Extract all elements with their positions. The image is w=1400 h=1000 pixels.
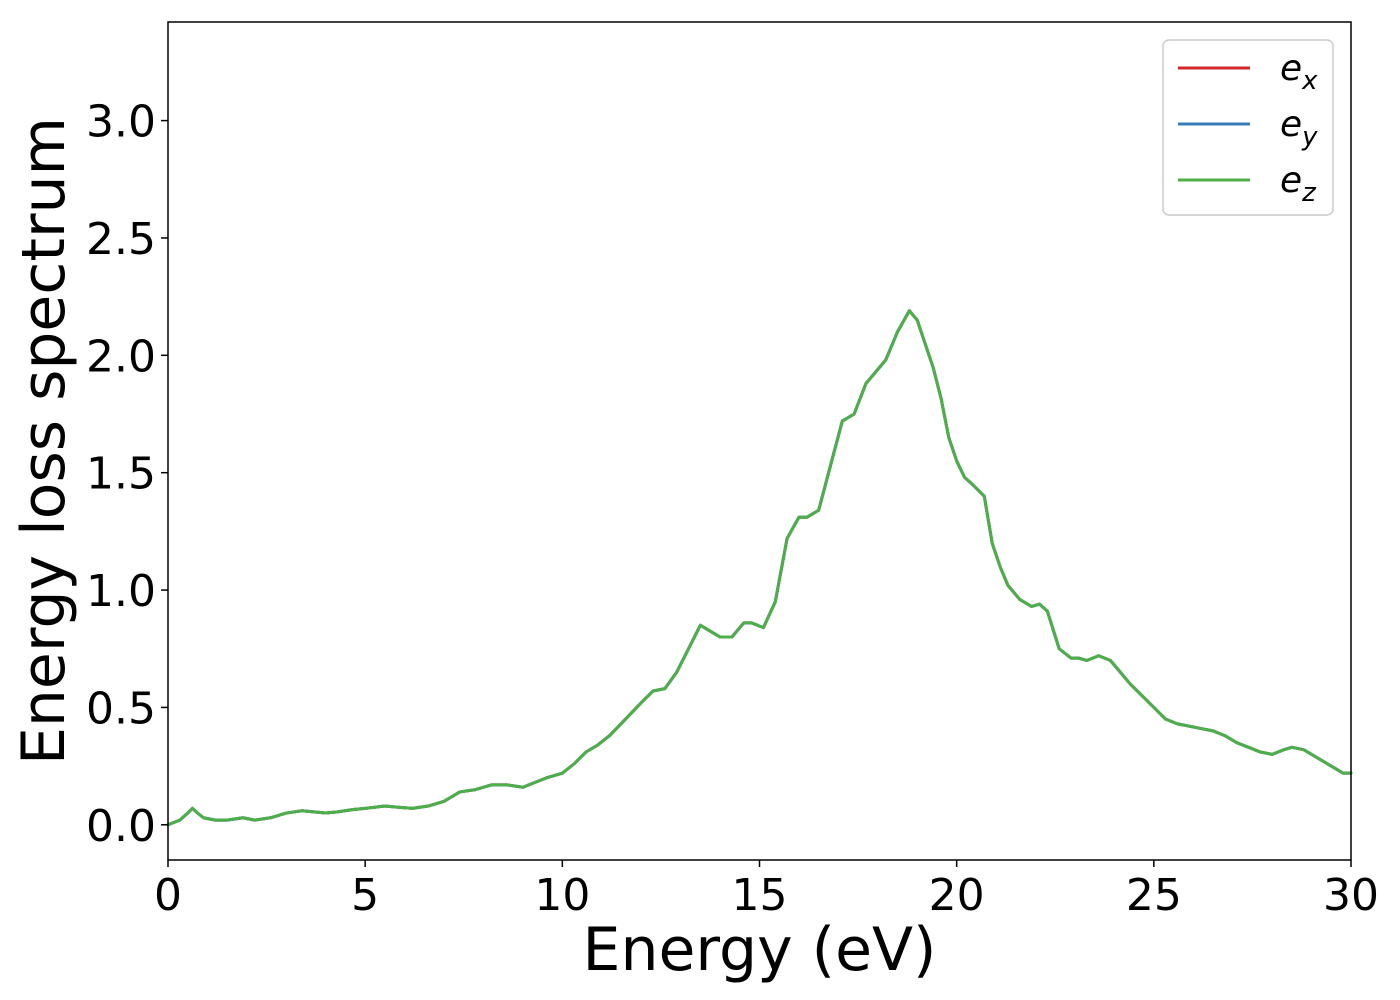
y-tick-label: 2.0 <box>86 331 156 382</box>
legend-label-base: e <box>1280 104 1302 145</box>
x-tick-label: 20 <box>929 870 985 921</box>
x-tick-label: 15 <box>732 870 788 921</box>
legend-label-base: e <box>1280 160 1302 201</box>
legend-box <box>1162 39 1334 216</box>
y-tick-label: 2.5 <box>86 214 156 265</box>
x-tick-label: 25 <box>1126 870 1182 921</box>
legend-label-subscript: z <box>1301 178 1317 208</box>
legend-label-subscript: x <box>1301 66 1318 96</box>
x-tick-label: 0 <box>154 870 182 921</box>
y-axis-ticks: 0.0 0.5 1.0 1.5 2.0 2.5 3.0 <box>86 97 168 852</box>
x-axis-ticks: 0 5 10 15 20 25 30 <box>154 860 1379 921</box>
legend-label-e-y: ey <box>1280 104 1318 152</box>
series-layer <box>166 309 1353 827</box>
y-tick-label: 0.0 <box>86 801 156 852</box>
y-tick-label: 0.5 <box>86 683 156 734</box>
y-tick-label: 1.5 <box>86 449 156 500</box>
y-axis-label: Energy loss spectrum <box>9 117 79 765</box>
y-tick-label: 3.0 <box>86 97 156 148</box>
x-tick-label: 10 <box>534 870 590 921</box>
legend-label-e-z: ez <box>1280 160 1317 208</box>
legend-label-subscript: y <box>1301 122 1318 152</box>
y-tick-label: 1.0 <box>86 566 156 617</box>
x-axis-label: Energy (eV) <box>583 915 937 985</box>
legend-label-base: e <box>1280 48 1302 89</box>
series-line-e-z <box>166 309 1353 827</box>
x-tick-label: 5 <box>351 870 379 921</box>
x-tick-label: 30 <box>1323 870 1379 921</box>
legend-label-e-x: ex <box>1280 48 1318 96</box>
